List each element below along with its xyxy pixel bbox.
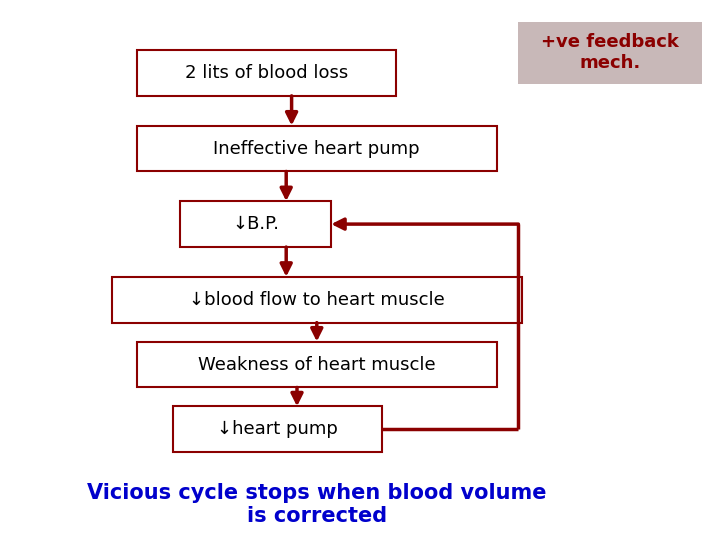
Text: Ineffective heart pump: Ineffective heart pump: [214, 139, 420, 158]
FancyBboxPatch shape: [180, 201, 331, 247]
Text: +ve feedback
mech.: +ve feedback mech.: [541, 33, 679, 72]
Text: ↓heart pump: ↓heart pump: [217, 420, 338, 438]
Text: 2 lits of blood loss: 2 lits of blood loss: [185, 64, 348, 82]
FancyBboxPatch shape: [137, 341, 497, 388]
FancyBboxPatch shape: [137, 126, 497, 172]
Text: ↓B.P.: ↓B.P.: [232, 215, 279, 233]
Text: Weakness of heart muscle: Weakness of heart muscle: [198, 355, 436, 374]
FancyBboxPatch shape: [137, 50, 396, 96]
FancyBboxPatch shape: [173, 406, 382, 453]
Text: Vicious cycle stops when blood volume
is corrected: Vicious cycle stops when blood volume is…: [87, 483, 546, 526]
Text: ↓blood flow to heart muscle: ↓blood flow to heart muscle: [189, 291, 445, 309]
FancyBboxPatch shape: [518, 22, 702, 84]
FancyBboxPatch shape: [112, 276, 522, 322]
